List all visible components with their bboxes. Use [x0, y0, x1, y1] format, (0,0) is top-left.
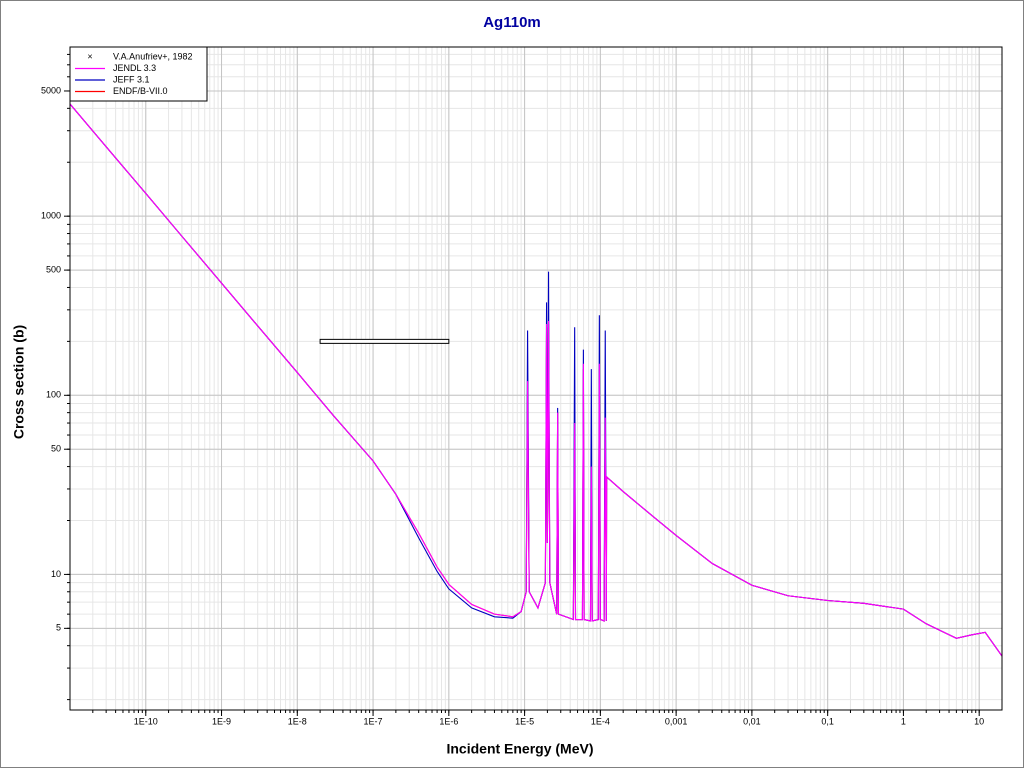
x-tick-label: 0,1 [821, 716, 834, 726]
x-tick-label: 1E-7 [364, 716, 383, 726]
legend-label: V.A.Anufriev+, 1982 [113, 51, 192, 61]
legend-label: JENDL 3.3 [113, 63, 156, 73]
chart-title: Ag110m [483, 14, 541, 31]
x-tick-label: 1E-9 [212, 716, 231, 726]
y-tick-label: 500 [46, 264, 61, 274]
x-tick-label: 1E-5 [515, 716, 534, 726]
x-tick-label: 1E-4 [591, 716, 610, 726]
x-tick-label: 1E-6 [439, 716, 458, 726]
x-tick-label: 10 [974, 716, 984, 726]
legend-marker: × [87, 51, 92, 61]
x-tick-label: 1 [901, 716, 906, 726]
x-tick-label: 1E-8 [288, 716, 307, 726]
y-axis-label: Cross section (b) [11, 325, 27, 439]
x-axis-label: Incident Energy (MeV) [446, 741, 593, 757]
x-tick-label: 0,01 [743, 716, 761, 726]
plot-border [69, 46, 1003, 711]
y-tick-label: 100 [46, 390, 61, 400]
legend-label: JEFF 3.1 [113, 74, 150, 84]
y-tick-label: 10 [51, 569, 61, 579]
x-tick-label: 0,001 [665, 716, 688, 726]
series-line [70, 103, 1002, 657]
experiment-bar [319, 338, 450, 344]
y-tick-label: 50 [51, 444, 61, 454]
y-tick-label: 5 [56, 623, 61, 633]
y-tick-label: 5000 [41, 85, 61, 95]
x-tick-label: 1E-10 [134, 716, 158, 726]
grid [64, 47, 1002, 716]
y-tick-label: 1000 [41, 211, 61, 221]
plot-lines [70, 103, 1002, 657]
legend-label: ENDF/B-VII.0 [113, 86, 168, 96]
